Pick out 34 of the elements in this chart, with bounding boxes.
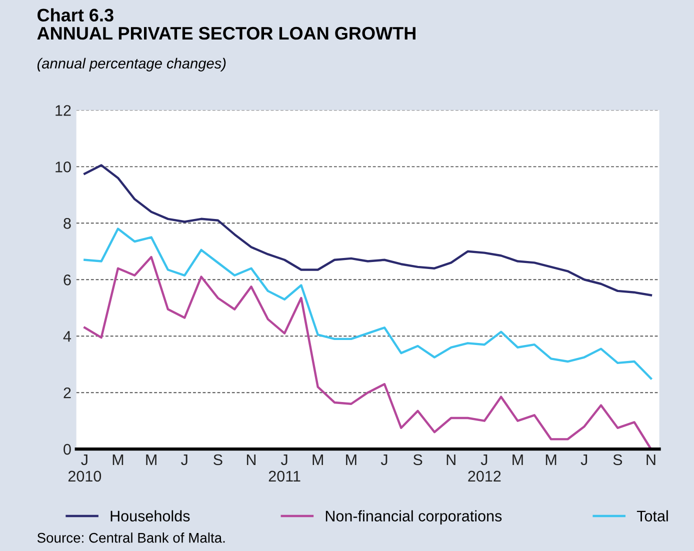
y-tick-label: 8 (64, 218, 71, 229)
line-series (84, 228, 652, 380)
x-tick-label: J (380, 454, 388, 466)
y-tick-label: 4 (63, 331, 72, 342)
x-tick-label: J (181, 454, 188, 466)
x-tick-label: J 2010 (68, 454, 102, 482)
y-tick-label: 0 (64, 444, 71, 455)
x-tick-label: M (346, 454, 356, 465)
x-tick-label: S (413, 454, 422, 466)
line-series (84, 164, 652, 296)
x-tick-label: M (112, 454, 124, 465)
x-tick-label: M (512, 454, 523, 465)
x-tick-label: S (214, 454, 222, 466)
x-tick-label: S (613, 454, 622, 466)
y-tick-label: 10 (56, 162, 71, 172)
chart-title: Chart 6.3 ANNUAL PRIVATE SECTOR LOAN GROWTH (37, 8, 416, 40)
y-tick-label: 6 (64, 274, 71, 286)
y-tick-label: 12 (56, 105, 71, 116)
legend-label: Total (636, 510, 668, 522)
chart-subtitle: (annual percentage changes) (37, 58, 226, 72)
legend-label: Non-financial corporations (326, 510, 502, 524)
x-tick-label: N (246, 454, 256, 465)
source-note: Source: Central Bank of Malta. (37, 532, 225, 543)
x-tick-label: M (312, 454, 323, 465)
x-tick-label: J 2012 (468, 454, 501, 482)
x-tick-label: J (580, 454, 588, 466)
line-series (84, 256, 652, 450)
x-tick-label: N (646, 454, 656, 465)
x-tick-label: N (446, 454, 456, 465)
legend-label: Households (110, 510, 190, 522)
x-tick-label: M (546, 454, 556, 465)
x-tick-label: M (146, 454, 156, 465)
y-tick-label: 2 (64, 387, 71, 398)
x-tick-label: J 2011 (268, 454, 300, 482)
